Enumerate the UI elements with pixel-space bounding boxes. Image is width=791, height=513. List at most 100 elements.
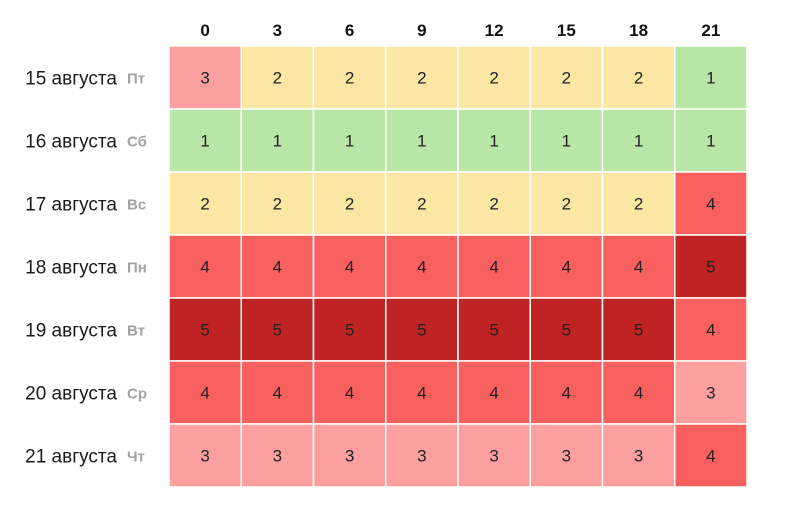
hour-label: 9: [417, 21, 426, 40]
date-label: 17 августа: [25, 195, 117, 216]
cell-value: 2: [634, 195, 643, 214]
cell-value: 1: [634, 132, 643, 151]
cell-value: 3: [273, 447, 282, 466]
cell-value: 4: [562, 258, 571, 277]
heatmap-cell: [529, 108, 604, 173]
cell-value: 5: [489, 321, 498, 340]
cell-value: 4: [417, 258, 426, 277]
date-label: 16 августа: [25, 132, 117, 153]
cell-value: 4: [634, 384, 643, 403]
heatmap-cell: [240, 108, 315, 173]
weekday-label: Пт: [127, 71, 145, 88]
cell-value: 1: [706, 132, 715, 151]
cell-value: 5: [345, 321, 354, 340]
heatmap-cell: [240, 171, 315, 236]
heatmap-cell: [457, 297, 531, 362]
heatmap-cell: [601, 234, 676, 299]
heatmap-cell: [457, 423, 531, 488]
cell-value: 3: [345, 447, 354, 466]
weekday-label: Чт: [127, 449, 145, 466]
cell-value: 3: [489, 447, 498, 466]
cell-value: 4: [273, 384, 282, 403]
cell-value: 5: [200, 321, 209, 340]
cell-value: 5: [706, 258, 715, 277]
cell-value: 2: [345, 195, 354, 214]
heatmap-cell: [529, 423, 604, 488]
cell-value: 2: [417, 69, 426, 88]
heatmap-cell: [168, 45, 242, 110]
heatmap-cell: [457, 234, 531, 299]
heatmap-cell: [385, 297, 459, 362]
cell-value: 1: [200, 132, 209, 151]
cell-value: 2: [273, 195, 282, 214]
cell-value: 3: [634, 447, 643, 466]
cell-value: 3: [562, 447, 571, 466]
date-label: 21 августа: [25, 447, 117, 468]
heatmap-cell: [312, 171, 387, 236]
hour-label: 21: [701, 21, 720, 40]
heatmap-cell: [529, 45, 604, 110]
heatmap-cell: [240, 360, 315, 425]
heatmap-cell: [674, 297, 748, 362]
date-label: 18 августа: [25, 258, 117, 279]
heatmap-cell: [674, 45, 748, 110]
heatmap-cell: [674, 423, 748, 488]
cell-value: 1: [562, 132, 571, 151]
cell-value: 2: [489, 195, 498, 214]
cell-value: 4: [200, 258, 209, 277]
heatmap-cell: [168, 171, 242, 236]
cell-value: 2: [562, 69, 571, 88]
heatmap-cell: [312, 360, 387, 425]
cell-value: 2: [562, 195, 571, 214]
date-label: 20 августа: [25, 384, 117, 405]
cell-value: 3: [200, 69, 209, 88]
heatmap-cell: [168, 423, 242, 488]
cell-value: 4: [273, 258, 282, 277]
cell-value: 4: [345, 258, 354, 277]
heatmap-cell: [674, 108, 748, 173]
cell-value: 1: [417, 132, 426, 151]
weekday-label: Вс: [127, 197, 146, 214]
cell-value: 4: [634, 258, 643, 277]
cell-value: 4: [706, 447, 715, 466]
cell-value: 4: [706, 321, 715, 340]
heatmap-cell: [457, 171, 531, 236]
cell-value: 3: [417, 447, 426, 466]
cell-value: 2: [417, 195, 426, 214]
cell-value: 3: [706, 384, 715, 403]
heatmap-cell: [674, 360, 748, 425]
cell-value: 2: [200, 195, 209, 214]
cell-value: 1: [273, 132, 282, 151]
heatmap-cell: [240, 423, 315, 488]
hour-label: 18: [629, 21, 648, 40]
cell-value: 4: [706, 195, 715, 214]
heatmap-cell: [312, 423, 387, 488]
cell-value: 2: [634, 69, 643, 88]
cell-value: 2: [273, 69, 282, 88]
weekday-label: Сб: [127, 134, 147, 151]
cell-value: 1: [345, 132, 354, 151]
cell-value: 5: [417, 321, 426, 340]
heatmap-cell: [529, 360, 604, 425]
cell-value: 4: [200, 384, 209, 403]
cell-value: 3: [200, 447, 209, 466]
hour-label: 3: [273, 21, 282, 40]
cell-value: 1: [489, 132, 498, 151]
row-labels: 15 августа Пт 16 августа Сб 17 августа Вс 18 а…: [25, 69, 147, 468]
cell-value: 5: [634, 321, 643, 340]
hour-label: 12: [485, 21, 504, 40]
heatmap-cell: [240, 45, 315, 110]
heatmap-cell: [529, 171, 604, 236]
heatmap-cell: [601, 360, 676, 425]
date-label: 15 августа: [25, 69, 117, 90]
cell-value: 4: [489, 384, 498, 403]
weekday-label: Вт: [127, 323, 145, 340]
heatmap-cell: [674, 171, 748, 236]
date-label: 19 августа: [25, 321, 117, 342]
heatmap-cell: [601, 297, 676, 362]
weekday-label: Пн: [127, 260, 147, 277]
weekday-label: Ср: [127, 386, 147, 403]
heatmap-cell: [385, 171, 459, 236]
cell-value: 5: [273, 321, 282, 340]
